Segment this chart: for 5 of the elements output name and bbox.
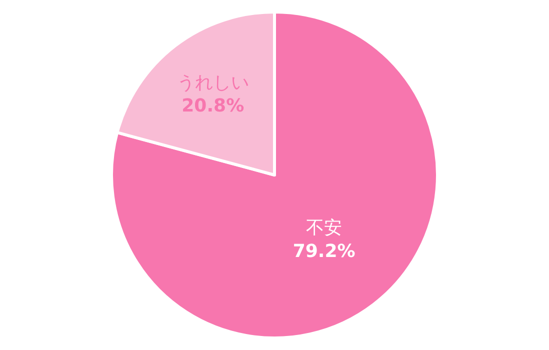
pie-slice — [110, 10, 439, 340]
slice-label: 不安 — [306, 218, 342, 239]
slice-label: うれしい — [176, 72, 249, 94]
data-label: 79.2% — [292, 240, 356, 262]
data-label: 20.8% — [182, 96, 244, 117]
